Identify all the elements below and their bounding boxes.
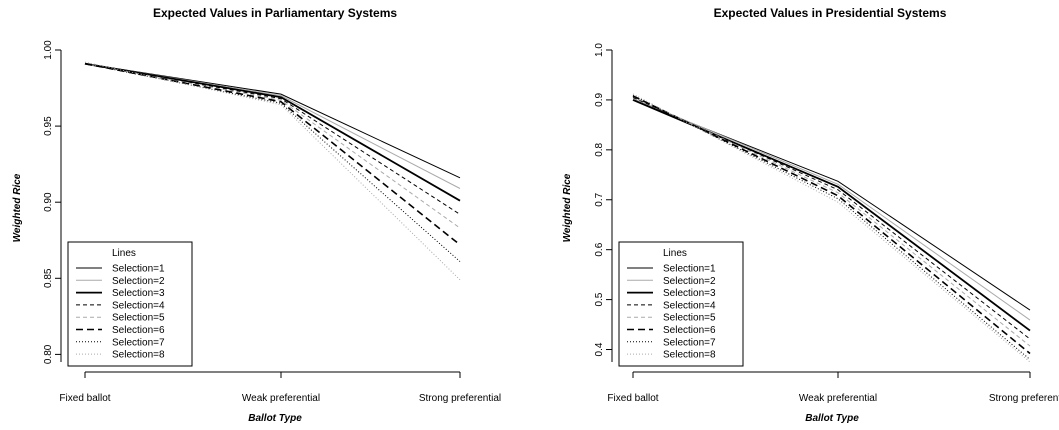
presidential-legend-label-4: Selection=4 (663, 300, 716, 311)
parliamentary-series-line-7 (84, 63, 461, 262)
parliamentary-y-tick-label: 0.95 (43, 116, 54, 136)
parliamentary-y-tick-label: 1.00 (43, 40, 54, 60)
parliamentary-series-lines (84, 61, 461, 281)
presidential-legend-label-5: Selection=5 (663, 313, 716, 324)
parliamentary-legend-label-1: Selection=1 (112, 264, 165, 275)
parliamentary-legend-label-4: Selection=4 (112, 300, 165, 311)
parliamentary-y-tick-label: 0.90 (43, 192, 54, 212)
parliamentary-legend-label-3: Selection=3 (112, 288, 165, 299)
parliamentary-series-line-8 (84, 61, 461, 281)
presidential-legend-box (618, 241, 744, 367)
presidential-y-tick-label: 0.8 (594, 142, 605, 156)
presidential-legend-label-1: Selection=1 (663, 264, 716, 275)
parliamentary-legend-title: Lines (112, 248, 136, 259)
presidential-y-axis-title: Weighted Rice (562, 173, 573, 242)
presidential-chart-title: Expected Values in Presidential Systems (714, 6, 947, 20)
presidential-x-tick-label: Fixed ballot (607, 393, 658, 404)
presidential-series-line-3 (632, 99, 1031, 332)
parliamentary-y-tick-label: 0.85 (43, 268, 54, 288)
parliamentary-series-line-4 (84, 63, 461, 215)
presidential-legend-label-2: Selection=2 (663, 276, 716, 287)
parliamentary-x-ticks: Fixed ballot Weak preferential Strong pref… (59, 372, 501, 404)
presidential-y-tick-label: 1.0 (594, 43, 605, 57)
presidential-y-tick-label: 0.4 (594, 342, 605, 356)
presidential-series-line-2 (632, 97, 1031, 321)
presidential-legend-label-3: Selection=3 (663, 288, 716, 299)
parliamentary-legend-label-6: Selection=6 (112, 325, 165, 336)
parliamentary-series-line-6 (84, 62, 461, 246)
presidential-x-tick-label: Weak preferential (799, 393, 877, 404)
presidential-y-tick-label: 0.7 (594, 192, 605, 206)
presidential-series-line-5 (632, 95, 1031, 347)
parliamentary-series-line-1 (84, 63, 461, 179)
presidential-series-line-7 (632, 94, 1031, 360)
presidential-x-ticks: Fixed ballot Weak preferential Strong pref… (607, 372, 1059, 404)
presidential-series-line-4 (632, 96, 1031, 340)
parliamentary-series-line-5 (84, 63, 461, 229)
presidential-y-tick-label: 0.9 (594, 93, 605, 107)
parliamentary-legend-label-2: Selection=2 (112, 276, 165, 287)
parliamentary-x-tick-label: Strong preferential (419, 393, 501, 404)
presidential-x-tick-label: Strong preferential (989, 393, 1059, 404)
presidential-legend-label-6: Selection=6 (663, 325, 716, 336)
parliamentary-legend-label-5: Selection=5 (112, 313, 165, 324)
presidential-y-ticks: 0.4 0.5 0.6 0.7 0.8 0.9 1.0 (594, 43, 612, 356)
presidential-y-tick-label: 0.5 (594, 292, 605, 306)
presidential-legend: LinesSelection=1Selection=2Selection=3Se… (618, 241, 744, 367)
presidential-series-lines (632, 93, 1031, 363)
parliamentary-series-line-3 (84, 62, 461, 202)
presidential-legend-title: Lines (663, 248, 687, 259)
parliamentary-y-tick-label: 0.80 (43, 344, 54, 364)
parliamentary-x-tick-label: Weak preferential (242, 393, 320, 404)
parliamentary-chart-panel: Expected Values in Parliamentary Systems… (12, 6, 501, 424)
parliamentary-legend: LinesSelection=1Selection=2Selection=3Se… (67, 241, 193, 367)
parliamentary-legend-label-8: Selection=8 (112, 350, 165, 361)
parliamentary-legend-label-7: Selection=7 (112, 337, 165, 348)
parliamentary-series-line-2 (84, 63, 461, 189)
presidential-chart-panel: Expected Values in Presidential Systems … (562, 6, 1059, 424)
parliamentary-chart-title: Expected Values in Parliamentary Systems (153, 6, 397, 20)
presidential-x-axis-title: Ballot Type (805, 413, 859, 424)
presidential-legend-label-7: Selection=7 (663, 337, 716, 348)
parliamentary-y-axis-title: Weighted Rice (12, 173, 23, 242)
parliamentary-x-tick-label: Fixed ballot (59, 393, 110, 404)
parliamentary-legend-box (67, 241, 193, 367)
presidential-y-tick-label: 0.6 (594, 242, 605, 256)
presidential-series-line-8 (632, 93, 1031, 363)
parliamentary-y-ticks: 0.80 0.85 0.90 0.95 1.00 (43, 40, 61, 364)
parliamentary-x-axis-title: Ballot Type (248, 413, 302, 424)
presidential-legend-label-8: Selection=8 (663, 350, 716, 361)
